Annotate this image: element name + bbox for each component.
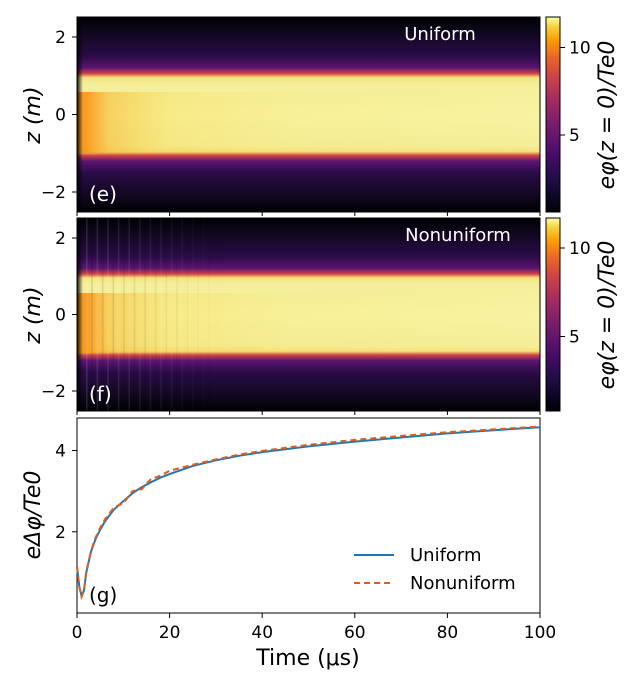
heatmap-f-stripe: [181, 218, 183, 411]
heatmap-f-title: Nonuniform: [405, 225, 511, 246]
heatmap-f-ytick-label: −2: [41, 382, 66, 402]
legend-nonuniform-label: Nonuniform: [410, 573, 516, 594]
heatmap-f-stripe: [197, 218, 199, 411]
colorbar-e: 10 5 eφ(z = 0)/Te0: [545, 16, 620, 213]
x-tick-label: 20: [159, 623, 181, 643]
heatmap-f-stripe: [96, 218, 99, 411]
colorbar-e-tick-label: 5: [569, 126, 580, 146]
x-tick-label: 80: [437, 623, 459, 643]
heatmap-f-stripe: [187, 218, 189, 411]
heatmap-e-transient: [77, 92, 540, 153]
heatmap-f-stripe: [213, 218, 215, 411]
series-line-uniform: [76, 426, 541, 599]
series-line-nonuniform: [76, 425, 541, 601]
heatmap-f-stripes: [86, 218, 221, 411]
x-tick-label: 0: [72, 623, 83, 643]
colorbar-e-gradient: [545, 16, 561, 213]
heatmap-f-ylabel: z (m): [21, 286, 46, 344]
heatmap-f-stripe: [123, 218, 125, 411]
heatmap-f-xticks: [76, 411, 541, 415]
heatmap-f-stripe: [176, 218, 178, 411]
heatmap-f-stripe: [160, 218, 162, 411]
line-g-ylabel: eΔφ/Te0: [21, 471, 46, 560]
heatmap-f-stripe: [170, 218, 173, 411]
heatmap-f-stripe: [144, 218, 146, 411]
heatmap-f-stripe: [117, 218, 120, 411]
heatmap-e-panel-label: (e): [89, 182, 117, 206]
heatmap-f-stripe: [149, 218, 152, 411]
heatmap-f-stripe: [107, 218, 109, 411]
colorbar-f-tick-label: 10: [569, 239, 591, 259]
heatmap-f-stripe: [101, 218, 104, 411]
heatmap-f-stripe: [208, 218, 210, 411]
heatmap-e-ytick-label: 0: [55, 106, 66, 126]
colorbar-f-gradient: [545, 217, 561, 412]
heatmap-f-stripe: [165, 218, 168, 411]
heatmap-f-ytick-label: 2: [55, 229, 66, 249]
heatmap-panel-e: 2 0 −2 z (m) Uniform (e) 10 5 eφ(z = 0)/…: [21, 16, 620, 216]
heatmap-f-stripe: [139, 218, 141, 411]
line-g-yticks: 24: [55, 442, 77, 543]
heatmap-e-yticks: 2 0 −2: [41, 28, 77, 203]
heatmap-panel-f: 2 0 −2 z (m) Nonuniform (f) 10 5 eφ(z = …: [21, 217, 620, 415]
heatmap-f-stripe: [219, 218, 221, 411]
heatmap-f-panel-label: (f): [89, 382, 112, 406]
colorbar-f: 10 5 eφ(z = 0)/Te0: [545, 217, 620, 412]
line-panel-g: 0 20 40 60 80 100 24 eΔφ/Te0 Time (μs) (g) Un…: [21, 417, 556, 671]
x-tick-label: 40: [251, 623, 273, 643]
y-tick-label: 4: [55, 442, 66, 462]
line-g-frame: [76, 417, 541, 614]
line-g-legend: Uniform Nonuniform: [354, 545, 516, 594]
colorbar-e-tick-label: 10: [569, 39, 591, 59]
heatmap-e-title: Uniform: [404, 24, 476, 45]
x-tick-label: 60: [344, 623, 366, 643]
line-g-panel-label: (g): [89, 583, 117, 607]
colorbar-f-label: eφ(z = 0)/Te0: [595, 241, 620, 390]
y-tick-label: 2: [55, 523, 66, 543]
heatmap-f-stripe: [154, 218, 157, 411]
heatmap-f-stripe: [133, 218, 136, 411]
line-g-series: [76, 425, 541, 601]
colorbar-e-label: eφ(z = 0)/Te0: [595, 41, 620, 190]
line-g-xticks: 0 20 40 60 80 100: [72, 613, 556, 643]
heatmap-f-start-edge: [77, 218, 83, 411]
x-tick-label: 100: [524, 623, 556, 643]
heatmap-f-stripe: [86, 218, 88, 411]
heatmap-e-start-edge: [77, 17, 83, 212]
heatmap-e-ylabel: z (m): [21, 86, 46, 144]
legend-uniform-label: Uniform: [410, 545, 482, 566]
heatmap-e-ytick-label: 2: [55, 28, 66, 48]
heatmap-e-xticks: [76, 212, 541, 216]
heatmap-f-stripe: [203, 218, 205, 411]
heatmap-f-stripe: [192, 218, 194, 411]
heatmap-f-stripe: [128, 218, 130, 411]
heatmap-e-ytick-label: −2: [41, 183, 66, 203]
heatmap-f-stripe: [91, 218, 93, 411]
line-g-xlabel: Time (μs): [255, 646, 359, 671]
heatmap-f-stripe: [112, 218, 115, 411]
heatmap-f-yticks: 2 0 −2: [41, 229, 77, 402]
heatmap-f-transient: [77, 293, 540, 353]
colorbar-f-tick-label: 5: [569, 328, 580, 348]
heatmap-f-ytick-label: 0: [55, 306, 66, 326]
